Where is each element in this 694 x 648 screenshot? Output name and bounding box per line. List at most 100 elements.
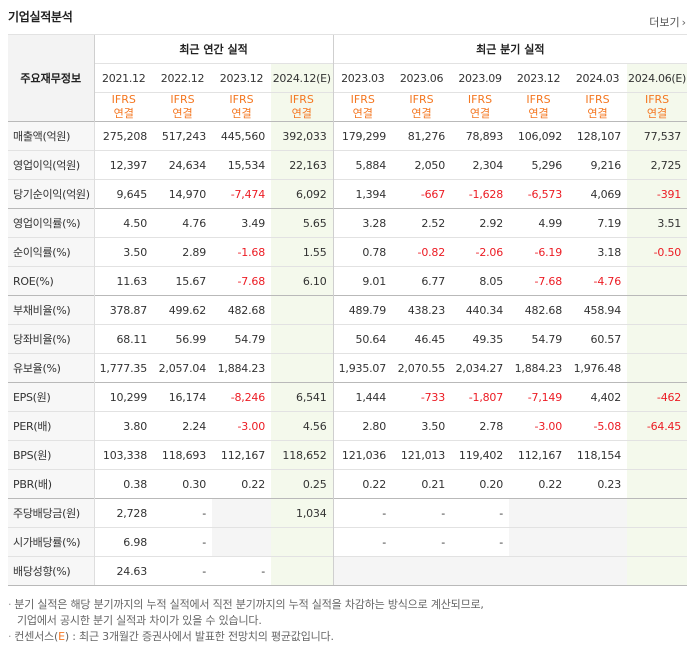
value-cell: 2,728 <box>93 498 153 528</box>
value-cell <box>271 324 334 354</box>
chevron-right-icon: › <box>681 16 686 29</box>
value-cell: 49.35 <box>451 324 510 354</box>
value-cell: -1,807 <box>451 382 510 412</box>
row-label: 배당성향(%) <box>8 556 95 586</box>
value-cell: -391 <box>627 179 688 209</box>
value-cell: 482.68 <box>212 295 271 325</box>
value-cell: 14,970 <box>153 179 212 209</box>
corner-label: 주요재무정보 <box>8 34 94 122</box>
period-header: 2024.03 <box>568 63 628 93</box>
footnote-1-cont: 기업에서 공시한 분기 실적과 차이가 있을 수 있습니다. <box>17 614 262 627</box>
value-cell: 0.22 <box>212 469 271 499</box>
value-cell: -7,474 <box>212 179 271 209</box>
value-cell: 9,216 <box>568 150 628 180</box>
value-cell <box>509 498 569 528</box>
footnote-1-text: 분기 실적은 해당 분기까지의 누적 실적에서 직전 분기까지의 누적 실적을 … <box>14 598 484 611</box>
value-cell: 0.22 <box>509 469 569 499</box>
value-cell: - <box>153 498 212 528</box>
value-cell: 6,092 <box>271 179 334 209</box>
value-cell: 2,070.55 <box>392 353 452 383</box>
value-cell: 128,107 <box>568 121 628 151</box>
footnotes: · 분기 실적은 해당 분기까지의 누적 실적에서 직전 분기까지의 누적 실적을… <box>8 597 688 645</box>
value-cell: 121,013 <box>392 440 452 470</box>
consolidated-label: 연결 <box>172 107 193 120</box>
value-cell: - <box>451 498 510 528</box>
table-row: BPS(원) 103,338 118,693 112,167 118,652 121,03… <box>8 440 688 470</box>
value-cell: 440.34 <box>451 295 510 325</box>
row-label: PER(배) <box>8 411 95 441</box>
value-cell: 0.22 <box>332 469 393 499</box>
value-cell: 9.01 <box>332 266 393 296</box>
value-cell: -2.06 <box>451 237 510 267</box>
consolidated-label: 연결 <box>291 107 312 120</box>
ifrs-header: IFRS 연결 <box>627 92 688 122</box>
value-cell: 0.78 <box>332 237 393 267</box>
ifrs-header: IFRS 연결 <box>392 92 452 122</box>
value-cell: 482.68 <box>509 295 569 325</box>
more-label: 더보기 <box>649 16 680 29</box>
row-label: 부채비율(%) <box>8 295 95 325</box>
value-cell: 16,174 <box>153 382 212 412</box>
footnote-2-suffix: ) : 최근 3개월간 증권사에서 발표한 전망치의 평균값입니다. <box>64 630 334 643</box>
value-cell: 1,976.48 <box>568 353 628 383</box>
table-row: ROE(%) 11.63 15.67 -7.68 6.10 9.01 6.77 8.05 -7.… <box>8 266 688 296</box>
ifrs-label: IFRS <box>111 93 136 107</box>
row-label: 당기순이익(억원) <box>8 179 95 209</box>
value-cell: -1.68 <box>212 237 271 267</box>
table-row: PBR(배) 0.38 0.30 0.22 0.25 0.22 0.21 0.20 0.22 0.… <box>8 469 688 499</box>
value-cell: 9,645 <box>93 179 153 209</box>
ifrs-header: IFRS 연결 <box>153 92 212 122</box>
value-cell: 12,397 <box>93 150 153 180</box>
ifrs-header: IFRS 연결 <box>212 92 271 122</box>
row-label: PBR(배) <box>8 469 95 499</box>
consolidated-label: 연결 <box>587 107 608 120</box>
value-cell: 1,034 <box>271 498 334 528</box>
value-cell: 106,092 <box>509 121 569 151</box>
value-cell: 4.99 <box>509 208 569 238</box>
table-row: 배당성향(%) 24.63- - <box>8 556 688 586</box>
financial-summary-table: 주요재무정보 최근 연간 실적 최근 분기 실적 2021.12 2022.12 2… <box>8 34 688 586</box>
table-row: 매출액(억원) 275,208 517,243 445,560 392,033 179,2… <box>8 121 688 151</box>
value-cell: 3.50 <box>392 411 452 441</box>
value-cell: 15.67 <box>153 266 212 296</box>
value-cell: 112,167 <box>212 440 271 470</box>
value-cell: 2,304 <box>451 150 510 180</box>
value-cell: 1.55 <box>271 237 334 267</box>
value-cell: 6,541 <box>271 382 334 412</box>
table-row: 부채비율(%) 378.87 499.62 482.68 489.79 438.23 440… <box>8 295 688 325</box>
value-cell: 6.10 <box>271 266 334 296</box>
table-row: 영업이익(억원) 12,397 24,634 15,534 22,163 5,884 2,0… <box>8 150 688 180</box>
row-label: 주당배당금(원) <box>8 498 95 528</box>
value-cell <box>627 556 688 586</box>
ifrs-label: IFRS <box>467 93 493 107</box>
value-cell: 445,560 <box>212 121 271 151</box>
value-cell: 119,402 <box>451 440 510 470</box>
value-cell: 2,050 <box>392 150 452 180</box>
ifrs-header: IFRS 연결 <box>271 92 334 122</box>
annual-group-header: 최근 연간 실적 <box>93 34 334 64</box>
value-cell: 2.80 <box>332 411 393 441</box>
table-row: 당기순이익(억원) 9,645 14,970 -7,474 6,092 1,394 -667… <box>8 179 688 209</box>
value-cell: 0.20 <box>451 469 510 499</box>
value-cell <box>627 324 688 354</box>
period-header: 2024.12(E) <box>271 63 334 93</box>
value-cell: -8,246 <box>212 382 271 412</box>
value-cell <box>627 440 688 470</box>
consolidated-label: 연결 <box>113 107 134 120</box>
value-cell: -667 <box>392 179 452 209</box>
more-link[interactable]: 더보기 › <box>649 14 686 30</box>
row-label: 시가배당률(%) <box>8 527 95 557</box>
value-cell <box>509 556 569 586</box>
value-cell: 2.52 <box>392 208 452 238</box>
row-label: 매출액(억원) <box>8 121 95 151</box>
value-cell <box>627 295 688 325</box>
value-cell <box>271 353 334 383</box>
value-cell: 1,444 <box>332 382 393 412</box>
row-label: 영업이익(억원) <box>8 150 95 180</box>
value-cell: 275,208 <box>93 121 153 151</box>
value-cell: 7.19 <box>568 208 628 238</box>
value-cell <box>627 266 688 296</box>
value-cell: 118,693 <box>153 440 212 470</box>
value-cell: -7.68 <box>509 266 569 296</box>
value-cell: 2.78 <box>451 411 510 441</box>
